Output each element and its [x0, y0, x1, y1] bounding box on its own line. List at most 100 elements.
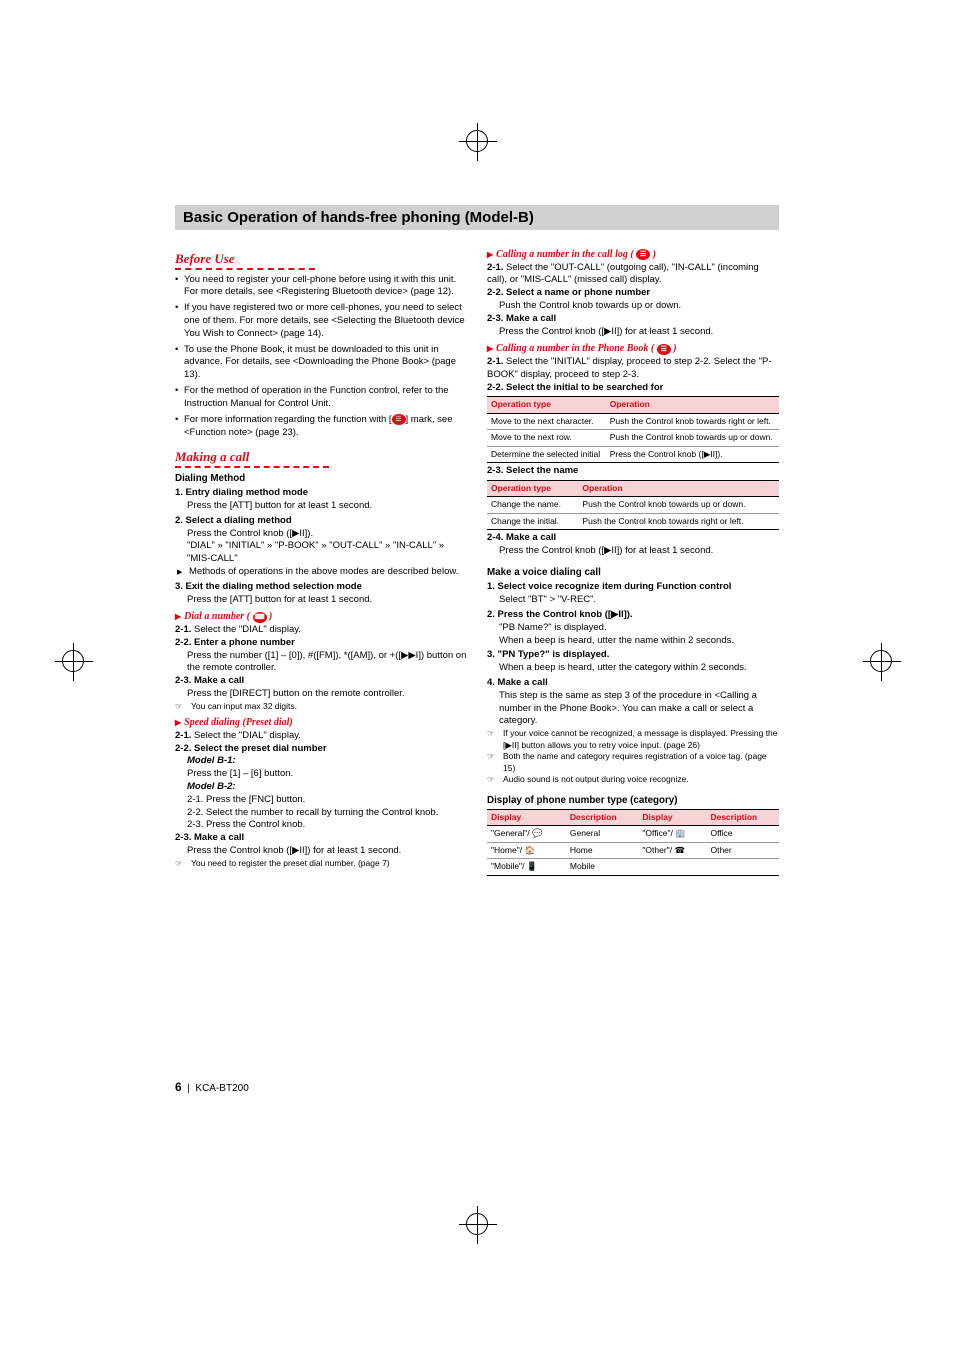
model-b1-body: Press the [1] – [6] button.	[175, 768, 467, 781]
th: Operation	[606, 397, 779, 413]
pbook-label: Calling a number in the Phone Book (	[496, 343, 654, 354]
step-2-body2: "DIAL" » "INITIAL" » "P-BOOK" » "OUT-CAL…	[175, 540, 467, 566]
model-b1-label: Model B-1:	[187, 755, 236, 766]
crop-mark-bottom	[466, 1213, 488, 1235]
model-b2-label: Model B-2:	[187, 781, 236, 792]
calllog-23-body: Press the Control knob ([▶II]) for at le…	[487, 326, 779, 339]
function-icon: ☰	[657, 344, 671, 355]
dial-number-heading: Dial a number ( ⌨ )	[175, 610, 467, 624]
before-use-bullets: You need to register your cell-phone bef…	[175, 274, 467, 440]
voice-1: 1. Select voice recognize item during Fu…	[487, 581, 779, 594]
th: Display	[638, 809, 706, 825]
calllog-22-label: 2-2. Select a name or phone number	[487, 287, 779, 300]
crop-mark-left	[62, 650, 84, 672]
voice-3-body: When a beep is heard, utter the category…	[487, 662, 779, 675]
dial-22-label: 2-2. Enter a phone number	[175, 637, 467, 650]
voice-1-body: Select "BT" > "V-REC".	[487, 594, 779, 607]
step-1-label: 1. Entry dialing method mode	[175, 487, 308, 498]
td: "General"/ 💬	[487, 826, 566, 842]
td: Move to the next row.	[487, 430, 606, 446]
dialing-method-label: Dialing Method	[175, 472, 467, 485]
th: Description	[566, 809, 639, 825]
td: Office	[706, 826, 779, 842]
office-icon: 🏢	[675, 828, 686, 838]
voice-4: 4. Make a call	[487, 677, 779, 690]
dial-21: 2-1. 2-1. Select the "DIAL" display.Sele…	[175, 624, 467, 637]
display-table: Display Description Display Description …	[487, 809, 779, 876]
model-b1: Model B-1:	[175, 755, 467, 768]
speed-heading: Speed dialing (Preset dial)	[175, 716, 467, 730]
bullet: To use the Phone Book, it must be downlo…	[175, 344, 467, 382]
th: Operation type	[487, 397, 606, 413]
product-name: KCA-BT200	[195, 1083, 248, 1094]
voice-1-label: 1. Select voice recognize item during Fu…	[487, 581, 731, 592]
name-table: Operation typeOperation Change the name.…	[487, 480, 779, 530]
crop-mark-top	[466, 130, 488, 152]
td: "Office"/ 🏢	[638, 826, 706, 842]
voice-2-body2: When a beep is heard, utter the name wit…	[487, 635, 779, 648]
function-icon: ☰	[392, 414, 406, 425]
step-2-tri: Methods of operations in the above modes…	[175, 566, 467, 579]
speed-label: Speed dialing (Preset dial)	[184, 717, 293, 728]
th: Operation	[578, 481, 779, 497]
td: Change the initial.	[487, 513, 578, 529]
pbook-24-label: 2-4. Make a call	[487, 532, 779, 545]
bullet: For more information regarding the funct…	[175, 414, 467, 440]
td: Push the Control knob towards right or l…	[578, 513, 779, 529]
speed-23-label-text: 2-3. Make a call	[175, 832, 244, 843]
voice-3-label: 3. "PN Type?" is displayed.	[487, 649, 609, 660]
step-3-body: Press the [ATT] button for at least 1 se…	[175, 594, 467, 607]
step-1: 1. Entry dialing method mode	[175, 487, 467, 500]
calllog-22-body: Push the Control knob towards up or down…	[487, 300, 779, 313]
voice-heading: Make a voice dialing call	[487, 566, 779, 579]
page-footer: 6 | KCA-BT200	[175, 1080, 249, 1094]
other-icon: ☎	[674, 845, 685, 855]
display-heading: Display of phone number type (category)	[487, 794, 779, 807]
speed-note: You need to register the preset dial num…	[175, 858, 467, 869]
pbook-22-label-text: 2-2. Select the initial to be searched f…	[487, 382, 663, 393]
dial-23-label: 2-3. Make a call	[175, 675, 467, 688]
speed-22-label: 2-2. Select the preset dial number	[175, 743, 467, 756]
speed-22-label-text: 2-2. Select the preset dial number	[175, 743, 327, 754]
title-bar: Basic Operation of hands-free phoning (M…	[175, 205, 779, 230]
pbook-21: 2-1. Select the "INITIAL" display, proce…	[487, 356, 779, 382]
model-b2-3: 2-3. Press the Control knob.	[175, 819, 467, 832]
voice-3: 3. "PN Type?" is displayed.	[487, 649, 779, 662]
mobile-icon: 📱	[527, 861, 538, 871]
page-number: 6	[175, 1080, 182, 1094]
td: Move to the next character.	[487, 413, 606, 429]
td	[706, 859, 779, 875]
step-2-label: 2. Select a dialing method	[175, 515, 292, 526]
th: Display	[487, 809, 566, 825]
function-icon: ☰	[636, 249, 650, 260]
voice-note1: If your voice cannot be recognized, a me…	[487, 728, 779, 751]
td: Push the Control knob towards right or l…	[606, 413, 779, 429]
th: Description	[706, 809, 779, 825]
pbook-22-label: 2-2. Select the initial to be searched f…	[487, 382, 779, 395]
step-1-body: Press the [ATT] button for at least 1 se…	[175, 500, 467, 513]
dial-23-label-text: 2-3. Make a call	[175, 675, 244, 686]
td: Other	[706, 842, 779, 858]
td: Push the Control knob towards up or down…	[606, 430, 779, 446]
speed-23-body: Press the Control knob ([▶II]) for at le…	[175, 845, 467, 858]
step-3: 3. Exit the dialing method selection mod…	[175, 581, 467, 594]
pbook-24-body: Press the Control knob ([▶II]) for at le…	[487, 545, 779, 558]
calllog-22-label-text: 2-2. Select a name or phone number	[487, 287, 650, 298]
model-b2: Model B-2:	[175, 781, 467, 794]
dial-22-body: Press the number ([1] – [0]), #([FM]), *…	[175, 650, 467, 676]
voice-2-body1: "PB Name?" is displayed.	[487, 622, 779, 635]
dial-23-body: Press the [DIRECT] button on the remote …	[175, 688, 467, 701]
pbook-23-label: 2-3. Select the name	[487, 465, 779, 478]
model-b2-1: 2-1. Press the [FNC] button.	[175, 794, 467, 807]
step-3-label: 3. Exit the dialing method selection mod…	[175, 581, 362, 592]
speed-23-label: 2-3. Make a call	[175, 832, 467, 845]
speed-21: 2-1. Select the "DIAL" display.	[175, 730, 467, 743]
calllog-23-label-text: 2-3. Make a call	[487, 313, 556, 324]
bullet: If you have registered two or more cell-…	[175, 302, 467, 340]
td: "Other"/ ☎	[638, 842, 706, 858]
td	[638, 859, 706, 875]
function-icon: ⌨	[253, 612, 267, 623]
voice-note3: Audio sound is not output during voice r…	[487, 774, 779, 785]
right-column: Calling a number in the call log ( ☰ ) 2…	[487, 244, 779, 876]
model-b2-2: 2-2. Select the number to recall by turn…	[175, 807, 467, 820]
